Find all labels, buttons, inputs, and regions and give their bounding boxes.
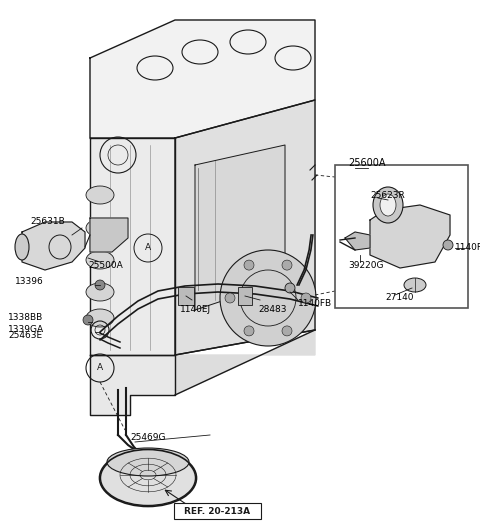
Bar xyxy=(335,165,468,308)
Text: 25469G: 25469G xyxy=(130,433,166,443)
Text: 1339GA: 1339GA xyxy=(8,326,44,335)
Text: A: A xyxy=(145,243,151,253)
Polygon shape xyxy=(370,205,450,268)
Polygon shape xyxy=(175,330,315,395)
Polygon shape xyxy=(22,222,85,270)
Circle shape xyxy=(301,293,311,303)
Circle shape xyxy=(244,260,254,270)
Text: 1140FZ: 1140FZ xyxy=(455,243,480,253)
Circle shape xyxy=(443,240,453,250)
Circle shape xyxy=(285,283,295,293)
Text: 25500A: 25500A xyxy=(88,262,123,270)
Text: 25623R: 25623R xyxy=(370,191,405,199)
Text: 1338BB: 1338BB xyxy=(8,314,43,323)
Ellipse shape xyxy=(404,278,426,292)
Circle shape xyxy=(282,326,292,336)
Polygon shape xyxy=(90,138,175,355)
Text: 39220G: 39220G xyxy=(348,260,384,269)
Text: A: A xyxy=(97,363,103,373)
Ellipse shape xyxy=(86,309,114,327)
Circle shape xyxy=(244,326,254,336)
Polygon shape xyxy=(175,100,315,355)
Bar xyxy=(178,287,194,305)
Polygon shape xyxy=(90,20,315,138)
Text: 25631B: 25631B xyxy=(30,218,65,227)
Text: 1140FB: 1140FB xyxy=(298,300,332,309)
Ellipse shape xyxy=(15,234,29,260)
Circle shape xyxy=(83,315,93,325)
Polygon shape xyxy=(90,355,175,415)
Ellipse shape xyxy=(373,187,403,223)
Text: 28483: 28483 xyxy=(258,305,287,314)
Circle shape xyxy=(95,280,105,290)
Ellipse shape xyxy=(380,194,396,216)
Polygon shape xyxy=(90,218,128,252)
Circle shape xyxy=(282,260,292,270)
Circle shape xyxy=(225,293,235,303)
Polygon shape xyxy=(195,145,285,310)
Ellipse shape xyxy=(107,448,189,476)
Text: 13396: 13396 xyxy=(15,278,44,287)
Ellipse shape xyxy=(100,450,195,505)
Bar xyxy=(238,287,252,305)
FancyBboxPatch shape xyxy=(174,503,261,519)
Ellipse shape xyxy=(86,283,114,301)
Text: REF. 20-213A: REF. 20-213A xyxy=(184,507,250,516)
Text: 27140: 27140 xyxy=(385,293,413,303)
Ellipse shape xyxy=(86,251,114,269)
Polygon shape xyxy=(345,232,370,250)
Ellipse shape xyxy=(86,186,114,204)
Ellipse shape xyxy=(86,219,114,237)
Text: 25600A: 25600A xyxy=(348,158,385,168)
Text: 1140EJ: 1140EJ xyxy=(180,305,211,314)
Text: 25463E: 25463E xyxy=(8,331,42,340)
Circle shape xyxy=(220,250,316,346)
